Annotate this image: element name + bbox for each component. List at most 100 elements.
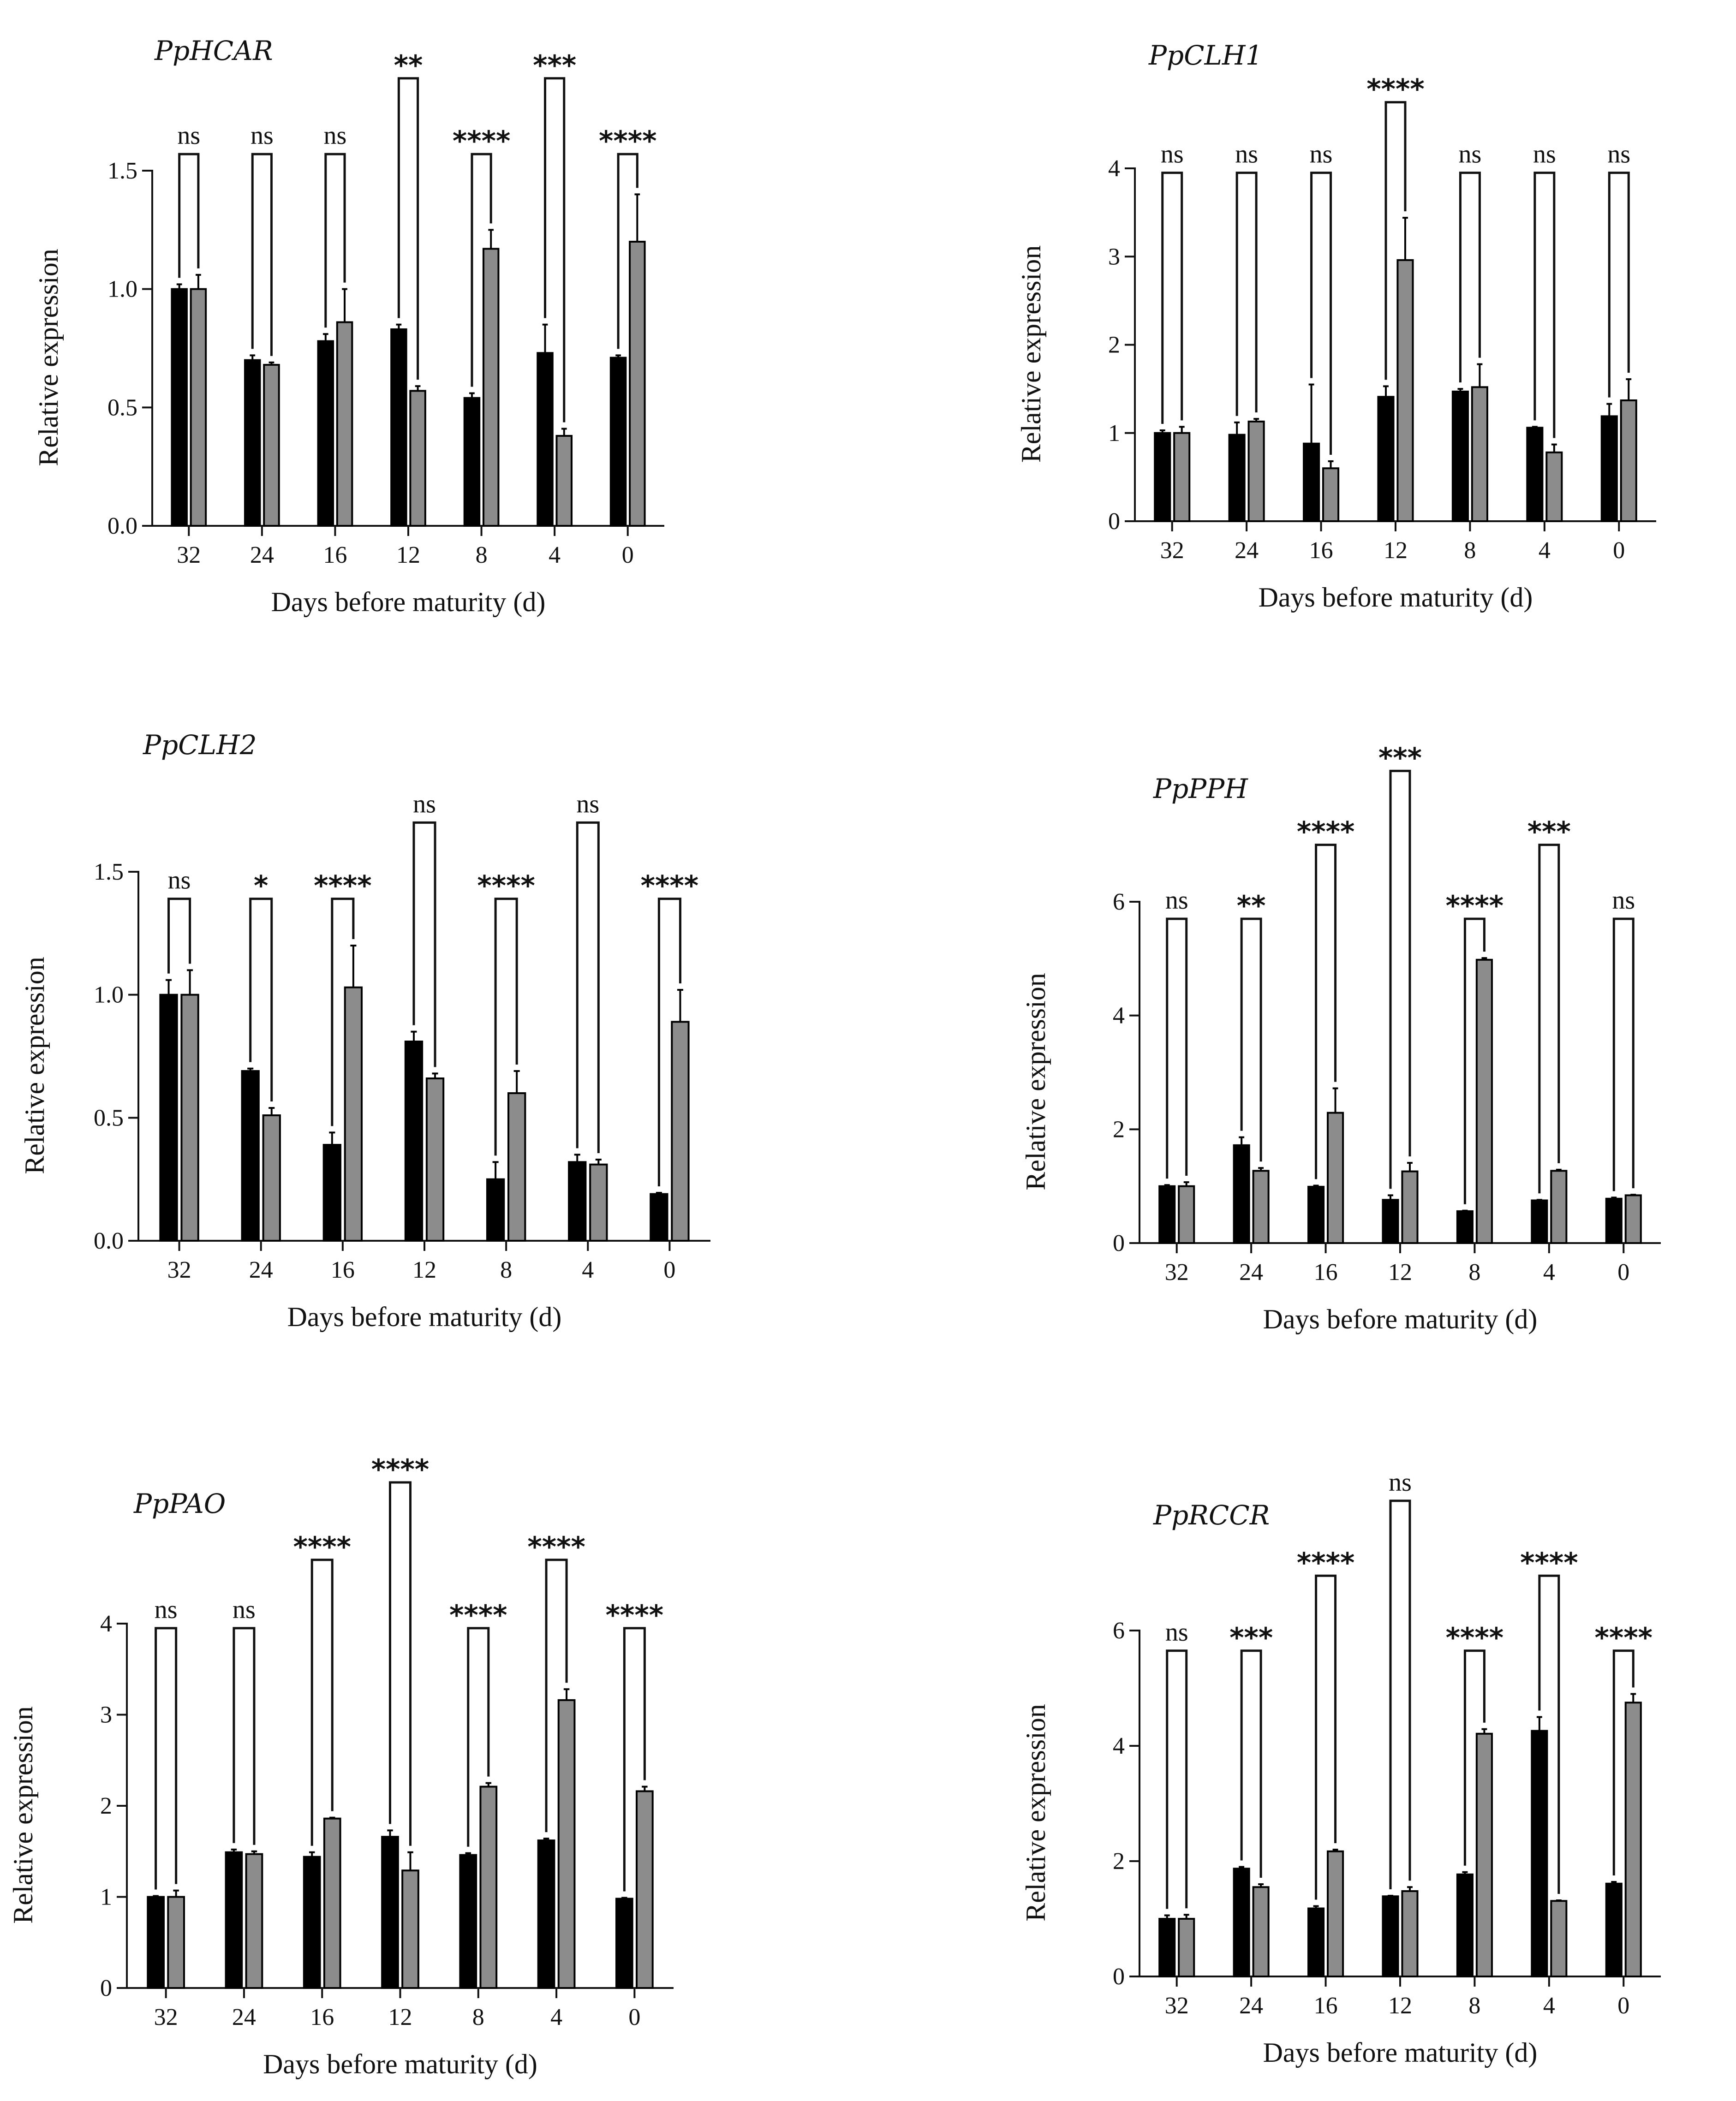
panel3-y-label: Relative expression: [19, 957, 50, 1174]
panel6-significance-bracket: [1463, 1649, 1485, 1866]
panel6-y-label: Relative expression: [1020, 1704, 1051, 1922]
panel4-significance-bracket: [1166, 917, 1188, 1179]
panel1-title: PpHCAR: [154, 35, 273, 66]
panel5-y-tick-label: 1: [100, 1884, 112, 1911]
panel1-y-tick-label: 1.0: [107, 276, 137, 303]
panel3-title: PpCLH2: [143, 729, 257, 761]
panel1-x-tick-label: 4: [549, 542, 561, 568]
panel5-significance-label: ns: [155, 1595, 178, 1624]
panel1-bar-grey: [409, 390, 426, 527]
panel2-significance-label: ns: [1161, 140, 1184, 169]
panel4-bar-grey: [1252, 1170, 1270, 1244]
panel6-significance-bracket: [1538, 1574, 1560, 1894]
panel4-x-label: Days before maturity (d): [1263, 1304, 1538, 1334]
panel4-y-tick-label: 0: [1113, 1230, 1125, 1256]
panel4-significance-label: ***: [1378, 742, 1422, 774]
panel4-bar-black: [1233, 1144, 1250, 1244]
panel2-bar-grey: [1396, 259, 1414, 522]
panel4-bar-black: [1531, 1199, 1548, 1244]
panel2-bar-grey: [1545, 451, 1563, 523]
panel6-title: PpRCCR: [1153, 1500, 1270, 1531]
panel1-significance-label: ****: [453, 125, 511, 157]
panel5-significance-label: ****: [527, 1531, 585, 1563]
panel6-significance-label: ***: [1229, 1622, 1273, 1654]
panel1-y-label: Relative expression: [33, 249, 64, 466]
panel2-bar-grey: [1322, 467, 1340, 522]
panel3-x-label: Days before maturity (d): [287, 1302, 562, 1332]
panel3-x-tick-label: 4: [582, 1257, 594, 1283]
panel5-bar-black: [381, 1836, 399, 1989]
panel3-x-tick-label: 8: [500, 1257, 512, 1283]
panel6-bar-black: [1307, 1907, 1325, 1977]
panel1-x-tick-label: 8: [476, 542, 488, 568]
panel2-x-tick-label: 24: [1235, 537, 1259, 564]
panel2-x-label: Days before maturity (d): [1259, 582, 1533, 613]
panel1-significance-bracket: [178, 153, 200, 278]
panel4-significance-bracket: [1315, 844, 1337, 1179]
panel2-bar-grey: [1173, 432, 1191, 522]
panel5-significance-label: ns: [233, 1595, 256, 1624]
panel6-bar-black: [1233, 1868, 1250, 1977]
panel1-significance-label: ns: [251, 121, 274, 150]
panel6-significance-bracket: [1166, 1649, 1188, 1909]
panel4-x-tick-label: 32: [1165, 1259, 1189, 1286]
panel3-significance-bracket: [576, 821, 600, 1153]
panel3-bar-black: [404, 1041, 424, 1242]
panel1-y-tick-label: 0.0: [107, 513, 137, 539]
panel2-bar-grey: [1247, 420, 1265, 523]
panel5-bar-black: [459, 1854, 477, 1989]
panel2-significance-bracket: [1161, 172, 1183, 424]
panel2-x-tick-label: 0: [1613, 537, 1625, 564]
panel2-bar-black: [1377, 396, 1395, 523]
panel1-bar-grey: [629, 241, 646, 527]
panel4-bar-black: [1605, 1197, 1623, 1244]
panel6-x-tick-label: 12: [1388, 1993, 1412, 2019]
panel1-x-tick-label: 0: [622, 542, 634, 568]
panel6-x-label: Days before maturity (d): [1263, 2037, 1538, 2068]
panel3-significance-label: ns: [168, 866, 191, 895]
panel2-significance-label: ns: [1235, 140, 1258, 169]
panel2-significance-bracket: [1533, 172, 1556, 438]
panel5-x-tick-label: 4: [550, 2004, 562, 2030]
panel2-significance-bracket: [1459, 172, 1481, 383]
panel5-x-tick-label: 32: [154, 2004, 178, 2030]
panel6-significance-label: ****: [1297, 1547, 1355, 1579]
panel4-bar-black: [1158, 1185, 1176, 1244]
panel5-x-tick-label: 12: [388, 2004, 412, 2030]
panel1-significance-bracket: [324, 153, 346, 328]
panel5-y-tick-label: 4: [100, 1611, 112, 1637]
panel3-x-tick-label: 32: [167, 1257, 191, 1283]
panel6-bar-black: [1531, 1730, 1548, 1977]
panel6-significance-bracket: [1240, 1649, 1262, 1878]
panel5-significance-label: ****: [449, 1599, 507, 1631]
panel5-x-tick-label: 0: [628, 2004, 640, 2030]
panel4-bar-grey: [1475, 958, 1493, 1244]
panel4-bar-grey: [1624, 1194, 1642, 1244]
panel1-bar-black: [463, 397, 481, 527]
panel2-significance-label: ns: [1607, 140, 1630, 169]
panel3-x-tick-label: 24: [249, 1257, 273, 1283]
panel4-significance-bracket: [1538, 844, 1560, 1194]
panel1-bar-grey: [336, 321, 353, 527]
panel6-y-tick-label: 4: [1113, 1733, 1125, 1759]
panel6-bar-grey: [1550, 1900, 1568, 1977]
panel2-bar-black: [1154, 432, 1171, 522]
panel2-y-tick-label: 4: [1108, 155, 1120, 182]
panel1-significance-bracket: [544, 77, 566, 423]
panel2-significance-bracket: [1235, 172, 1258, 416]
panel1-x-label: Days before maturity (d): [271, 587, 546, 617]
panel2-bar-grey: [1620, 399, 1637, 522]
panel4-bar-grey: [1401, 1170, 1419, 1244]
panel1-x-tick-label: 16: [323, 542, 347, 568]
panel3-bar-grey: [507, 1092, 526, 1242]
panel2-bar-black: [1303, 442, 1320, 523]
panel4-y-tick-label: 2: [1113, 1116, 1125, 1143]
panel2-significance-label: ns: [1459, 140, 1482, 169]
panel4-x-tick-label: 16: [1314, 1259, 1338, 1286]
panel2-title: PpCLH1: [1148, 40, 1263, 71]
panel2-bar-black: [1526, 427, 1544, 523]
panel3-y-tick-label: 0.0: [94, 1228, 124, 1254]
panel6-y-tick-label: 0: [1113, 1964, 1125, 1990]
panel3-y-tick-label: 0.5: [94, 1105, 124, 1131]
panel5-significance-bracket: [233, 1627, 256, 1845]
